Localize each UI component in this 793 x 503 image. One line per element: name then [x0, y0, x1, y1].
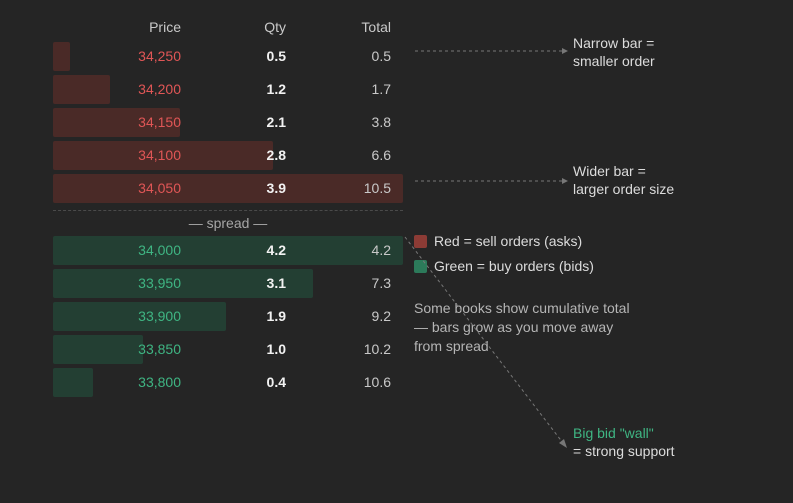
wide-bar-callout-line2: larger order size — [573, 181, 675, 197]
ask-total-cell: 1.7 — [371, 81, 391, 97]
legend-sell-label: Red = sell orders (asks) — [434, 233, 583, 249]
ask-row: 34,150 2.1 3.8 — [53, 108, 403, 137]
bid-row: 33,950 3.1 7.3 — [53, 269, 403, 298]
ask-qty-cell: 0.5 — [266, 48, 286, 64]
bid-total-cell: 7.3 — [371, 275, 391, 291]
ask-total-cell: 10.5 — [363, 180, 391, 196]
ask-row: 34,050 3.9 10.5 — [53, 174, 403, 203]
ask-row: 34,250 0.5 0.5 — [53, 42, 403, 71]
bid-wall-callout-line2: = strong support — [573, 443, 675, 459]
legend-buy-label: Green = buy orders (bids) — [434, 258, 594, 274]
bid-total-cell: 10.2 — [363, 341, 391, 357]
bid-price-cell: 34,000 — [138, 242, 181, 258]
bid-wall-callout: Big bid "wall" = strong support — [573, 424, 675, 460]
bid-qty-cell: 1.9 — [266, 308, 286, 324]
price-header: Price — [149, 19, 181, 35]
ask-depth-bar — [53, 108, 180, 137]
bid-row: 33,850 1.0 10.2 — [53, 335, 403, 364]
narrow-bar-callout-line2: smaller order — [573, 53, 655, 69]
ask-price-cell: 34,150 — [138, 114, 181, 130]
bid-wall-leader — [404, 236, 564, 444]
wide-bar-arrowhead — [562, 178, 568, 184]
ask-depth-bar — [53, 42, 70, 71]
ask-price-cell: 34,250 — [138, 48, 181, 64]
sell-swatch — [414, 235, 427, 248]
bid-depth-bar — [53, 269, 313, 298]
bid-row: 33,800 0.4 10.6 — [53, 368, 403, 397]
bid-qty-cell: 4.2 — [266, 242, 286, 258]
bid-depth-bar — [53, 335, 143, 364]
bid-price-cell: 33,900 — [138, 308, 181, 324]
spread-label: — spread — — [188, 215, 268, 231]
wide-bar-callout-line1: Wider bar = — [573, 163, 646, 179]
ask-row: 34,100 2.8 6.6 — [53, 141, 403, 170]
ask-price-cell: 34,050 — [138, 180, 181, 196]
bid-price-cell: 33,850 — [138, 341, 181, 357]
bid-depth-bar — [53, 236, 403, 265]
narrow-bar-callout: Narrow bar = smaller order — [573, 34, 655, 70]
ask-qty-cell: 2.1 — [266, 114, 286, 130]
bid-row: 34,000 4.2 4.2 — [53, 236, 403, 265]
bid-wall-callout-line1: Big bid "wall" — [573, 425, 654, 441]
bid-total-cell: 9.2 — [371, 308, 391, 324]
ask-total-cell: 6.6 — [371, 147, 391, 163]
legend-sell: Red = sell orders (asks) — [414, 233, 582, 249]
bid-depth-bar — [53, 368, 93, 397]
buy-swatch — [414, 260, 427, 273]
ask-row: 34,200 1.2 1.7 — [53, 75, 403, 104]
ask-qty-cell: 1.2 — [266, 81, 286, 97]
bid-wall-arrowhead — [559, 439, 567, 448]
bid-qty-cell: 1.0 — [266, 341, 286, 357]
bid-row: 33,900 1.9 9.2 — [53, 302, 403, 331]
ask-total-cell: 3.8 — [371, 114, 391, 130]
ask-depth-bar — [53, 75, 110, 104]
bid-total-cell: 4.2 — [371, 242, 391, 258]
spread-divider — [53, 210, 403, 211]
ask-price-cell: 34,100 — [138, 147, 181, 163]
bid-depth-bar — [53, 302, 226, 331]
legend-buy: Green = buy orders (bids) — [414, 258, 594, 274]
narrow-bar-callout-line1: Narrow bar = — [573, 35, 655, 51]
ask-price-cell: 34,200 — [138, 81, 181, 97]
wide-bar-callout: Wider bar = larger order size — [573, 162, 674, 198]
cumulative-note: Some books show cumulative total — bars … — [414, 300, 630, 354]
ask-depth-bar — [53, 141, 273, 170]
bid-price-cell: 33,800 — [138, 374, 181, 390]
qty-header: Qty — [264, 19, 286, 35]
bid-total-cell: 10.6 — [363, 374, 391, 390]
bid-qty-cell: 0.4 — [266, 374, 286, 390]
bid-price-cell: 33,950 — [138, 275, 181, 291]
total-header: Total — [361, 19, 391, 35]
ask-qty-cell: 2.8 — [266, 147, 286, 163]
ask-qty-cell: 3.9 — [266, 180, 286, 196]
narrow-bar-arrowhead — [562, 48, 568, 54]
ask-depth-bar — [53, 174, 403, 203]
ask-total-cell: 0.5 — [371, 48, 391, 64]
bid-qty-cell: 3.1 — [266, 275, 286, 291]
